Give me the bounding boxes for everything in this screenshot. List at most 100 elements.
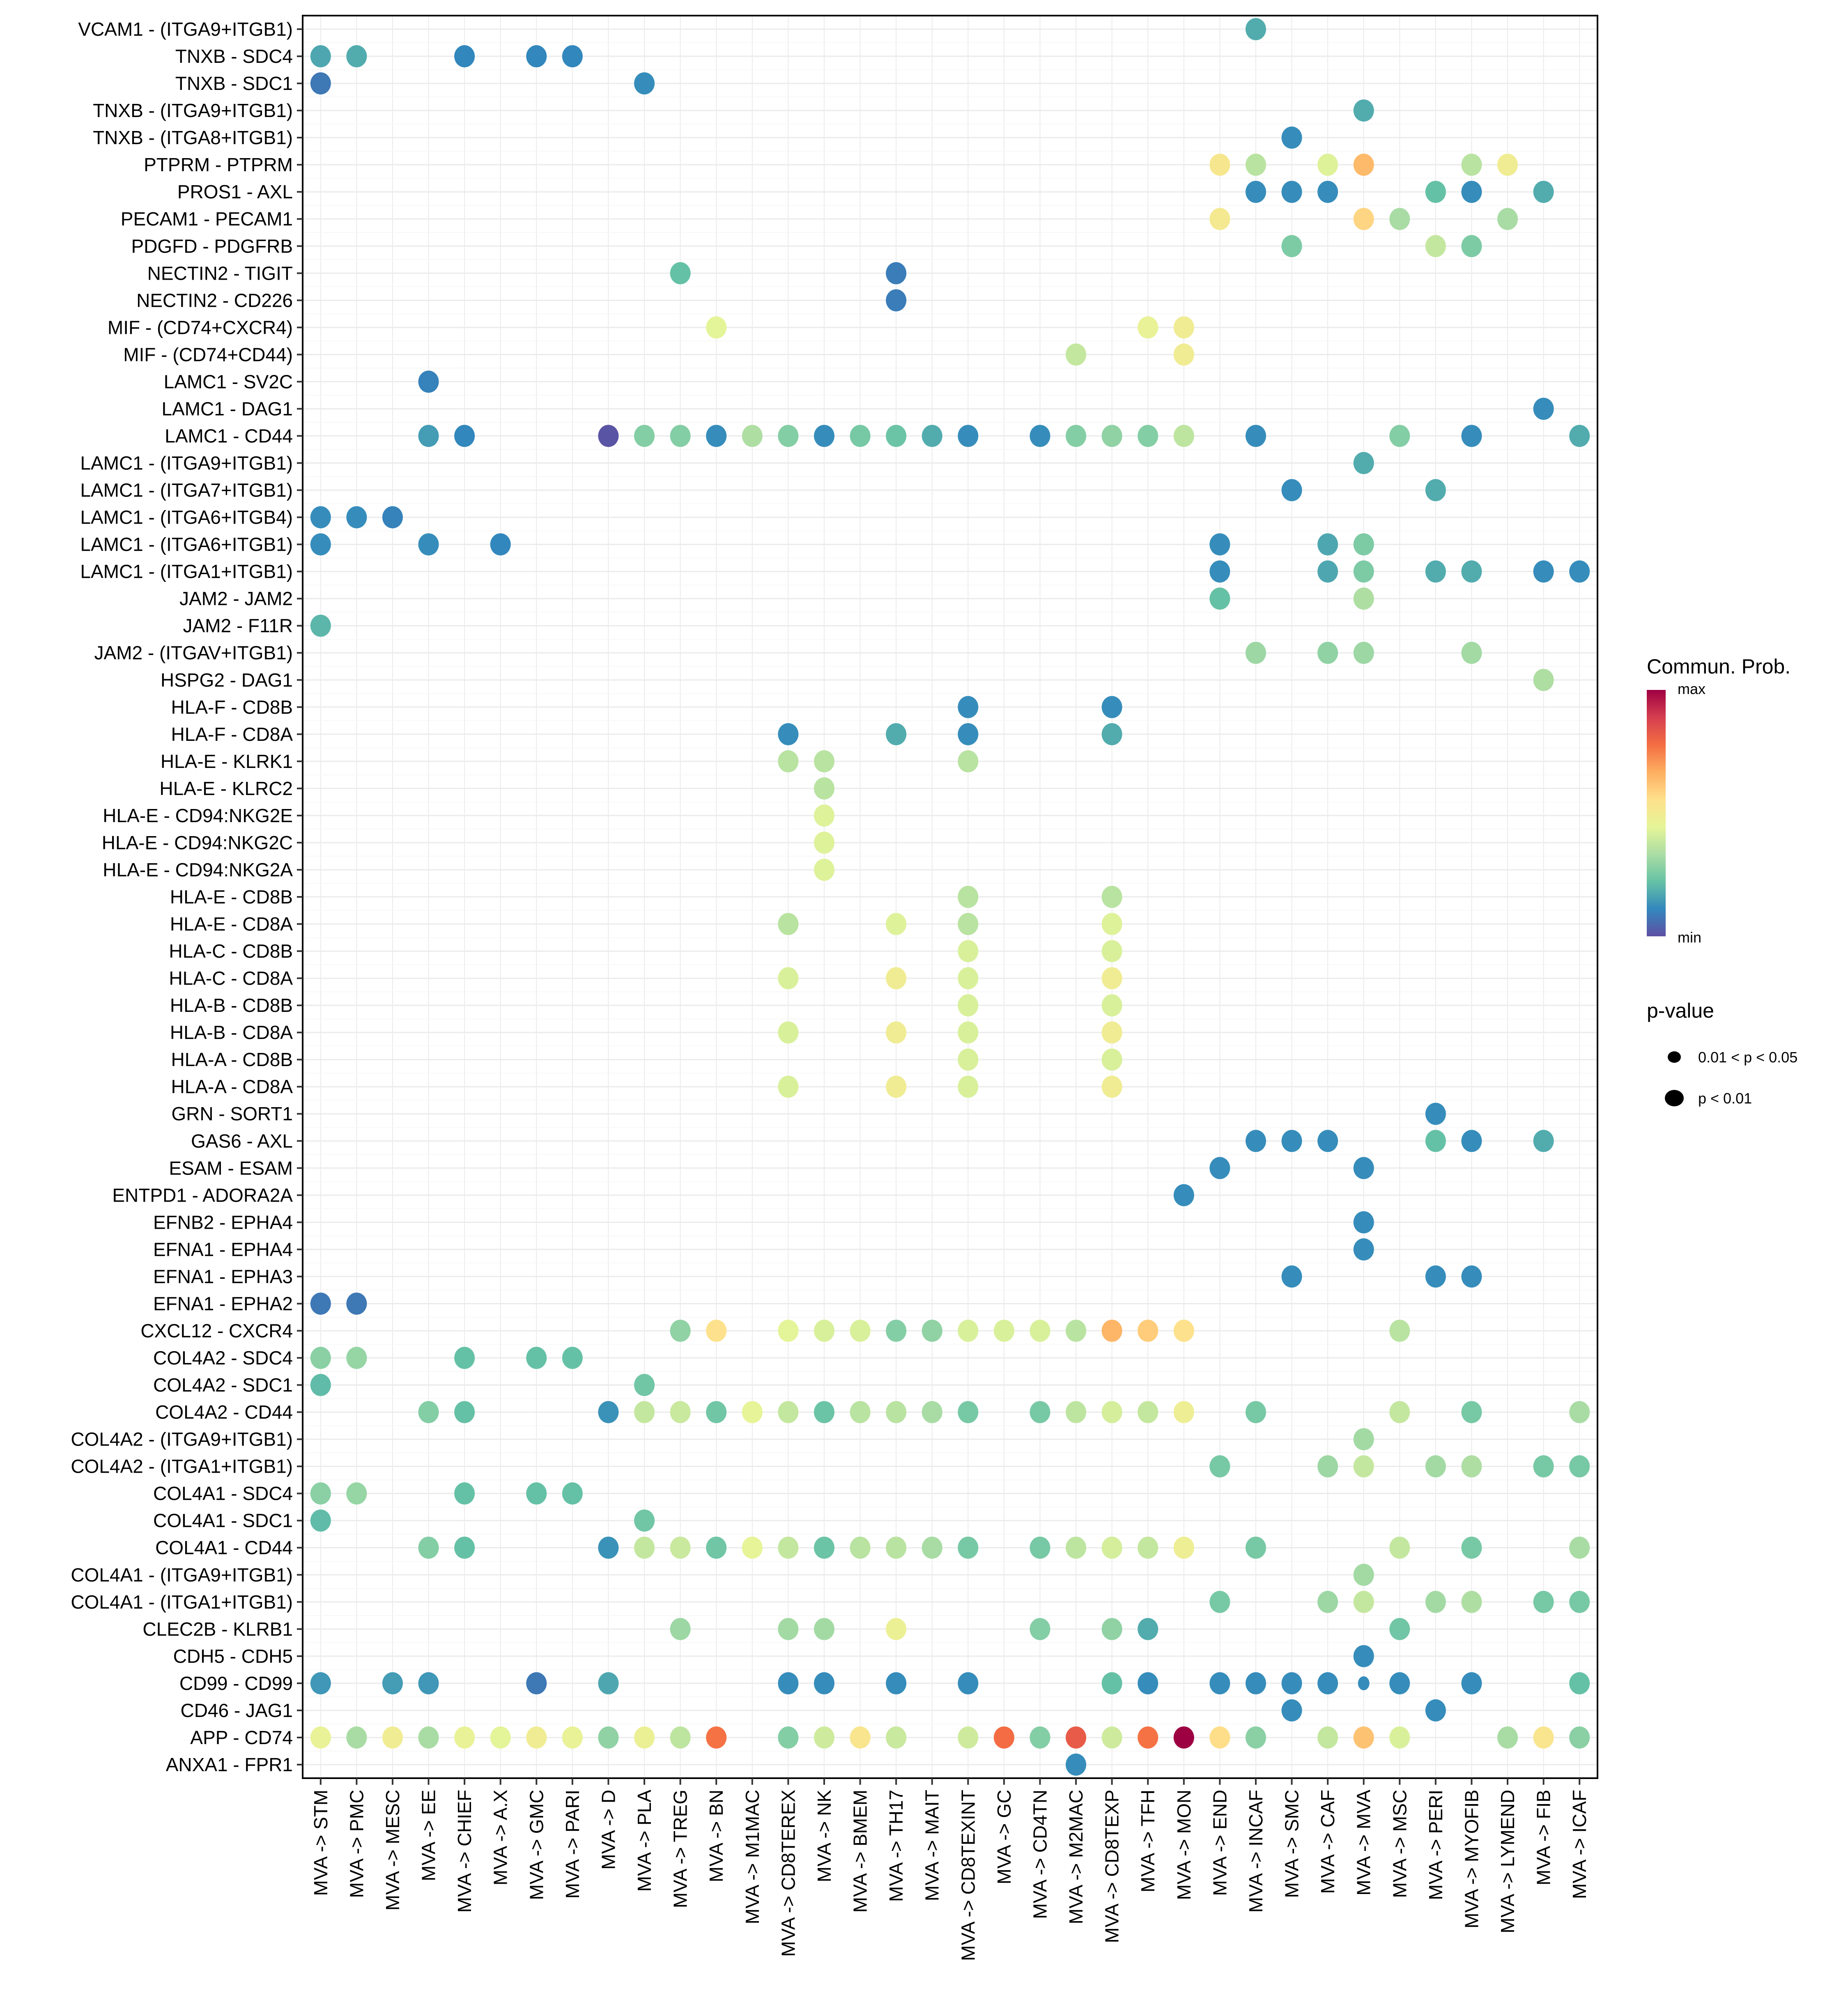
y-tick-label: HLA-F - CD8A: [171, 724, 293, 745]
y-tick-label: COL4A1 - SDC1: [153, 1510, 293, 1531]
data-point: [1533, 181, 1554, 203]
data-point: [346, 1726, 367, 1749]
data-point: [1281, 1130, 1302, 1152]
data-point: [1353, 1591, 1374, 1613]
x-tick-label: MVA -> CD4TN: [1029, 1790, 1050, 1919]
data-point: [886, 425, 907, 447]
data-point: [958, 723, 979, 745]
x-tick-label: MVA -> MVA: [1353, 1790, 1375, 1896]
data-point: [526, 1347, 547, 1369]
x-tick-label: MVA -> SMC: [1281, 1790, 1303, 1898]
data-point: [1209, 1455, 1230, 1478]
data-point: [346, 1482, 367, 1505]
data-point: [1461, 1265, 1482, 1288]
x-tick-label: MVA -> PLA: [634, 1790, 655, 1892]
data-point: [1317, 533, 1338, 556]
data-point: [382, 1672, 403, 1694]
data-point: [634, 1536, 655, 1559]
data-point: [1353, 154, 1374, 176]
data-point: [634, 72, 655, 95]
data-point: [346, 1347, 367, 1369]
data-point: [1533, 1455, 1554, 1478]
data-point: [706, 1536, 727, 1559]
x-tick-label: MVA -> CHIEF: [454, 1790, 475, 1912]
data-point: [1245, 1726, 1266, 1749]
y-tick-label: LAMC1 - (ITGA1+ITGB1): [80, 561, 293, 582]
y-tick-label: HLA-E - CD8A: [170, 913, 293, 935]
x-tick-label: MVA -> CD8TEXINT: [957, 1790, 979, 1961]
data-point: [778, 1319, 799, 1342]
x-tick-label: MVA -> ICAF: [1569, 1790, 1590, 1899]
data-point: [1569, 1455, 1590, 1478]
data-point: [742, 1401, 763, 1423]
x-tick-label: MVA -> GMC: [526, 1790, 547, 1900]
y-tick-label: LAMC1 - (ITGA6+ITGB4): [80, 507, 293, 528]
data-point: [1353, 1211, 1374, 1234]
data-point: [922, 1401, 942, 1423]
data-point: [814, 750, 834, 772]
data-point: [814, 804, 834, 827]
data-point: [958, 940, 979, 963]
data-point: [670, 262, 691, 285]
data-point: [1209, 533, 1230, 556]
data-point: [346, 45, 367, 68]
data-point: [418, 425, 439, 447]
y-tick-label: HLA-A - CD8B: [171, 1049, 293, 1070]
y-tick-label: APP - CD74: [190, 1727, 293, 1748]
data-point: [1461, 1672, 1482, 1694]
data-point: [670, 1536, 691, 1559]
data-point: [814, 831, 834, 854]
data-point: [1389, 1319, 1410, 1342]
data-point: [310, 1292, 331, 1315]
data-point: [1281, 181, 1302, 203]
data-point: [1425, 1699, 1446, 1722]
data-point: [1101, 1021, 1122, 1044]
data-point: [1066, 1319, 1087, 1342]
y-tick-label: TNXB - SDC4: [175, 46, 293, 67]
data-point: [850, 1726, 871, 1749]
data-point: [814, 1536, 834, 1559]
data-point: [1497, 208, 1518, 230]
data-point: [670, 425, 691, 447]
data-point: [454, 1726, 475, 1749]
data-point: [1389, 1536, 1410, 1559]
y-tick-label: NECTIN2 - TIGIT: [147, 262, 293, 284]
data-point: [598, 1726, 619, 1749]
data-point: [1173, 1184, 1194, 1207]
data-point: [1461, 425, 1482, 447]
data-point: [1461, 1536, 1482, 1559]
data-point: [1425, 1103, 1446, 1125]
data-point: [526, 1482, 547, 1505]
data-point: [1066, 1753, 1087, 1776]
data-point: [1425, 560, 1446, 583]
data-point: [310, 72, 331, 95]
data-point: [1138, 1319, 1158, 1342]
data-point: [1030, 1319, 1050, 1342]
data-point: [958, 1319, 979, 1342]
data-point: [1425, 181, 1446, 203]
data-point: [993, 1726, 1014, 1749]
x-tick-label: MVA -> BMEM: [850, 1790, 871, 1912]
x-tick-label: MVA -> BN: [706, 1790, 727, 1882]
y-tick-label: COL4A1 - CD44: [155, 1537, 293, 1558]
data-point: [1461, 181, 1482, 203]
x-tick-label: MVA -> EE: [418, 1790, 439, 1881]
data-point: [490, 533, 511, 556]
x-tick-label: MVA -> MESC: [382, 1790, 403, 1910]
data-point: [850, 1319, 871, 1342]
data-point: [814, 1618, 834, 1640]
data-point: [1101, 1618, 1122, 1640]
data-point: [1569, 560, 1590, 583]
data-point: [1317, 181, 1338, 203]
data-point: [1461, 1455, 1482, 1478]
data-point: [1389, 425, 1410, 447]
data-point: [1353, 560, 1374, 583]
x-tick-label: MVA -> MAIT: [922, 1790, 943, 1901]
data-point: [598, 1536, 619, 1559]
data-point: [850, 1536, 871, 1559]
data-point: [1209, 1157, 1230, 1179]
data-point: [1533, 398, 1554, 420]
y-tick-label: EFNA1 - EPHA4: [153, 1239, 293, 1260]
data-point: [1569, 1591, 1590, 1613]
data-point: [742, 425, 763, 447]
